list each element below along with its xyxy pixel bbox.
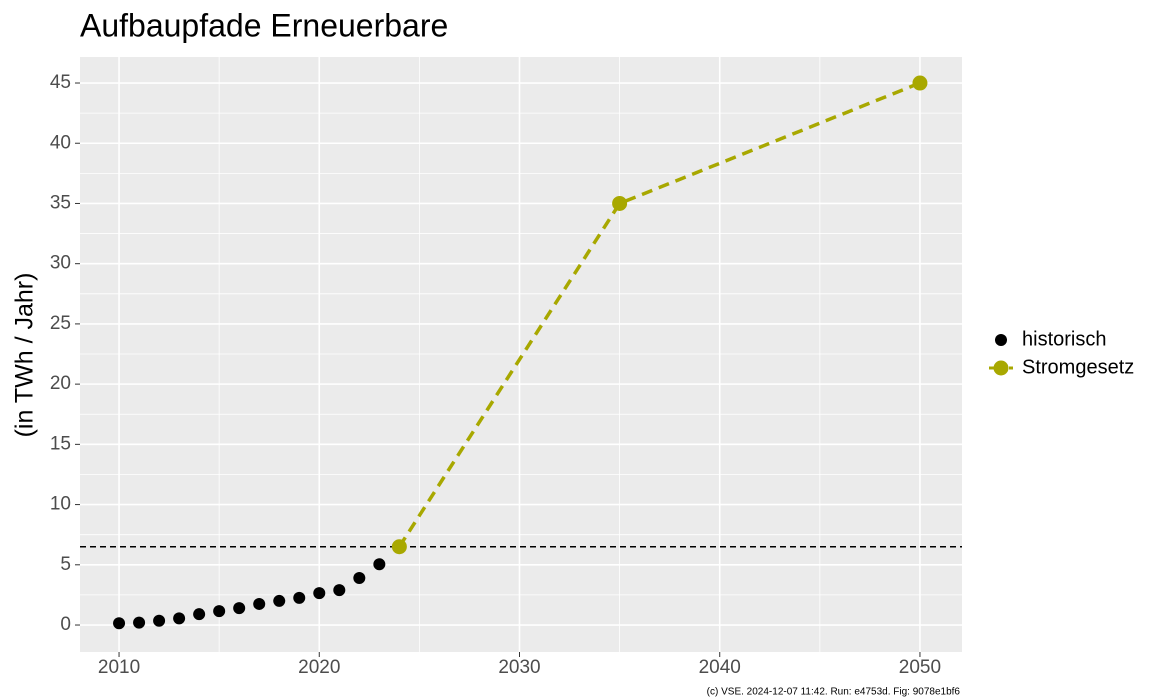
- y-tick-label: 25: [50, 313, 71, 334]
- y-tick-label: 40: [50, 132, 71, 153]
- legend-swatch: [995, 334, 1007, 346]
- y-tick-label: 20: [50, 373, 71, 394]
- data-point: [253, 597, 266, 610]
- data-point: [153, 614, 166, 627]
- data-point: [193, 608, 206, 621]
- data-point: [213, 605, 226, 618]
- plot-panel: [80, 57, 962, 652]
- y-tick-label: 15: [50, 433, 71, 454]
- data-point: [133, 616, 146, 629]
- data-point: [313, 587, 326, 600]
- data-point: [273, 594, 286, 607]
- data-point: [912, 75, 928, 91]
- x-tick-label: 2040: [699, 657, 741, 678]
- y-tick-label: 30: [50, 253, 71, 274]
- data-point: [333, 584, 346, 597]
- y-tick-label: 0: [60, 614, 71, 635]
- y-tick-label: 35: [50, 192, 71, 213]
- legend-label: historisch: [1022, 328, 1106, 350]
- data-point: [293, 591, 306, 604]
- data-point: [391, 539, 407, 555]
- y-axis-label: (in TWh / Jahr): [11, 273, 39, 438]
- data-point: [373, 558, 386, 571]
- y-tick-label: 10: [50, 494, 71, 515]
- y-tick-label: 5: [60, 554, 71, 575]
- data-point: [353, 572, 366, 585]
- x-tick-label: 2020: [298, 657, 340, 678]
- data-point: [113, 617, 126, 630]
- legend-swatch: [993, 360, 1009, 376]
- legend-label: Stromgesetz: [1022, 356, 1134, 378]
- x-tick-label: 2030: [498, 657, 540, 678]
- data-point: [612, 195, 628, 211]
- x-tick-label: 2050: [899, 657, 941, 678]
- chart-title: Aufbaupfade Erneuerbare: [80, 7, 448, 43]
- x-tick-label: 2010: [98, 657, 140, 678]
- y-tick-label: 45: [50, 72, 71, 93]
- data-point: [233, 602, 246, 615]
- data-point: [173, 612, 186, 625]
- footnote: (c) VSE. 2024-12-07 11:42. Run: e4753d. …: [707, 687, 961, 698]
- series-line: [397, 81, 921, 548]
